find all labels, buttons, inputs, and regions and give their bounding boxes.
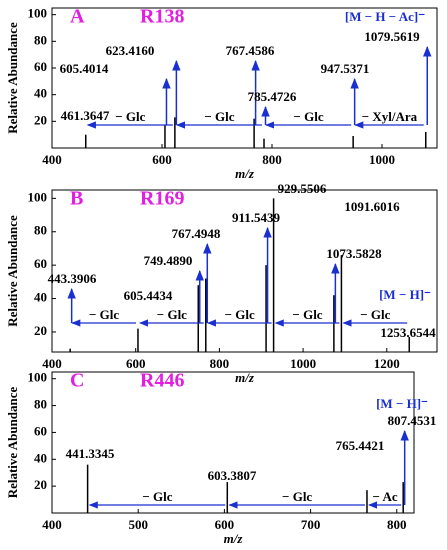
peak-label: 785.4726 bbox=[248, 89, 297, 104]
loss-label: − Ac bbox=[373, 489, 398, 504]
peak-label: 443.3906 bbox=[48, 271, 97, 286]
panel-label: A bbox=[70, 6, 85, 28]
compound-label: R446 bbox=[140, 370, 184, 392]
peak-label: 947.5371 bbox=[321, 61, 370, 76]
peak-label: 1073.5828 bbox=[326, 246, 382, 261]
ion-label: [M − H]⁻ bbox=[376, 396, 428, 411]
peak-label: 767.4586 bbox=[226, 43, 275, 58]
peak-label: 623.4160 bbox=[106, 43, 155, 58]
y-tick-label: 20 bbox=[34, 112, 47, 127]
peak-label: 1253.6544 bbox=[380, 325, 436, 340]
x-tick-label: 1200 bbox=[374, 356, 400, 371]
y-axis-label: Relative Abundance bbox=[5, 215, 20, 327]
peak-label: 1079.5619 bbox=[364, 29, 420, 44]
loss-label: − Glc bbox=[292, 307, 322, 322]
y-tick-label: 100 bbox=[28, 370, 48, 385]
peak-label: 807.4531 bbox=[388, 413, 437, 428]
panel-label: B bbox=[70, 188, 83, 210]
y-tick-label: 100 bbox=[28, 189, 48, 204]
plot-frame bbox=[51, 7, 438, 149]
loss-label: − Glc bbox=[115, 109, 145, 124]
x-tick-label: 600 bbox=[152, 152, 172, 167]
compound-label: R169 bbox=[140, 188, 184, 210]
peak-label: 603.3807 bbox=[208, 468, 257, 483]
y-tick-label: 20 bbox=[34, 477, 47, 492]
x-tick-label: 700 bbox=[301, 517, 321, 532]
x-tick-label: 800 bbox=[387, 517, 407, 532]
ion-label: [M − H − Ac]⁻ bbox=[345, 9, 425, 24]
plot-frame bbox=[51, 371, 415, 514]
loss-label: − Glc bbox=[142, 489, 172, 504]
peak-label: 767.4948 bbox=[172, 226, 221, 241]
x-tick-label: 600 bbox=[215, 517, 235, 532]
peak-label: 911.5439 bbox=[232, 210, 281, 225]
y-tick-label: 20 bbox=[34, 323, 47, 338]
y-axis-label: Relative Abundance bbox=[5, 22, 20, 134]
loss-label: − Glc bbox=[360, 307, 390, 322]
peak-label: 765.4421 bbox=[336, 438, 385, 453]
peak-label: 605.4014 bbox=[60, 61, 109, 76]
loss-label: − Glc bbox=[293, 109, 323, 124]
ion-label: [M − H]⁻ bbox=[379, 287, 431, 302]
loss-label: − Glc bbox=[157, 307, 187, 322]
loss-label: − Glc bbox=[225, 307, 255, 322]
y-tick-label: 40 bbox=[34, 450, 47, 465]
x-axis-label: m/z bbox=[235, 166, 255, 181]
plot-frame bbox=[51, 189, 438, 353]
x-tick-label: 800 bbox=[210, 356, 230, 371]
x-tick-label: 500 bbox=[128, 517, 148, 532]
peak-label: 605.4434 bbox=[124, 288, 173, 303]
peak-label: 929.5506 bbox=[278, 181, 327, 196]
x-tick-label: 400 bbox=[42, 152, 62, 167]
y-axis-label: Relative Abundance bbox=[5, 386, 20, 498]
peak-label: 461.3647 bbox=[61, 108, 110, 123]
y-tick-label: 100 bbox=[28, 6, 48, 21]
loss-label: − Glc bbox=[204, 109, 234, 124]
x-tick-label: 1000 bbox=[369, 152, 395, 167]
loss-label: − Xyl/Ara bbox=[362, 109, 418, 124]
y-tick-label: 80 bbox=[34, 223, 47, 238]
compound-label: R138 bbox=[140, 6, 184, 28]
y-tick-label: 40 bbox=[34, 86, 47, 101]
x-tick-label: 400 bbox=[42, 356, 62, 371]
panel-label: C bbox=[70, 370, 84, 392]
y-tick-label: 80 bbox=[34, 32, 47, 47]
y-tick-label: 60 bbox=[34, 256, 47, 271]
y-tick-label: 80 bbox=[34, 397, 47, 412]
loss-label: − Glc bbox=[89, 307, 119, 322]
x-axis-label: m/z bbox=[224, 531, 244, 546]
peak-label: 1091.6016 bbox=[344, 199, 400, 214]
x-tick-label: 400 bbox=[42, 517, 62, 532]
peak-label: 441.3345 bbox=[66, 446, 115, 461]
peak-label: 749.4890 bbox=[144, 253, 193, 268]
y-tick-label: 60 bbox=[34, 423, 47, 438]
loss-label: − Glc bbox=[282, 489, 312, 504]
x-tick-label: 1000 bbox=[290, 356, 316, 371]
x-tick-label: 600 bbox=[126, 356, 146, 371]
x-tick-label: 800 bbox=[262, 152, 282, 167]
x-axis-label: m/z bbox=[235, 370, 255, 385]
y-tick-label: 60 bbox=[34, 59, 47, 74]
y-tick-label: 40 bbox=[34, 290, 47, 305]
